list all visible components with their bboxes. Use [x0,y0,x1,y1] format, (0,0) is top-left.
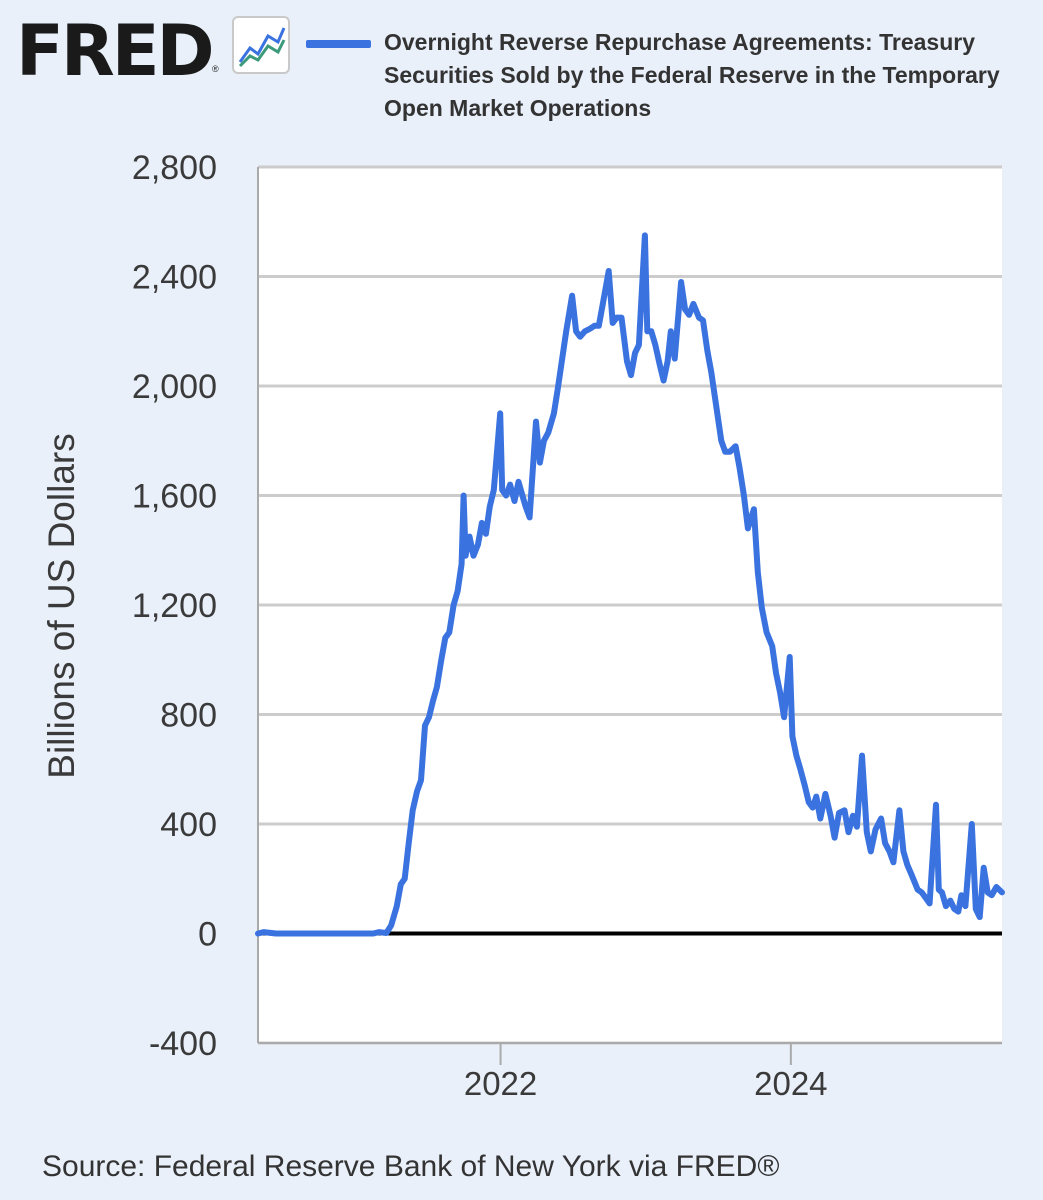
series-line [255,232,1005,937]
y-axis-ticks: -400 0 400 800 1,200 1,600 2,000 2,400 2,800 [132,149,217,1063]
fred-wordmark: FRED [16,10,215,92]
y-tick-label: 400 [160,806,217,844]
x-tick-label: 2022 [464,1065,537,1102]
legend-swatch [306,40,371,48]
legend-label: Overnight Reverse Repurchase Agreements:… [384,29,1000,121]
y-tick-label: 1,600 [132,478,217,516]
y-axis-label: Billions of US Dollars [41,433,82,779]
y-tick-label: -400 [149,1025,217,1063]
line-chart-icon [232,16,290,74]
source-note: Source: Federal Reserve Bank of New York… [42,1150,780,1183]
line-chart: -400 0 400 800 1,200 1,600 2,000 2,400 2,800 202… [132,149,1005,1102]
y-tick-label: 1,200 [132,587,217,625]
y-tick-label: 2,000 [132,368,217,406]
y-tick-label: 0 [198,916,217,954]
x-axis-ticks: 2022 2024 [257,167,1002,1102]
y-tick-label: 800 [160,697,217,735]
x-tick-label: 2024 [754,1065,827,1102]
registered-mark: ® [212,64,219,74]
series-group [255,232,1005,937]
y-tick-label: 2,400 [132,259,217,297]
y-tick-label: 2,800 [132,149,217,187]
